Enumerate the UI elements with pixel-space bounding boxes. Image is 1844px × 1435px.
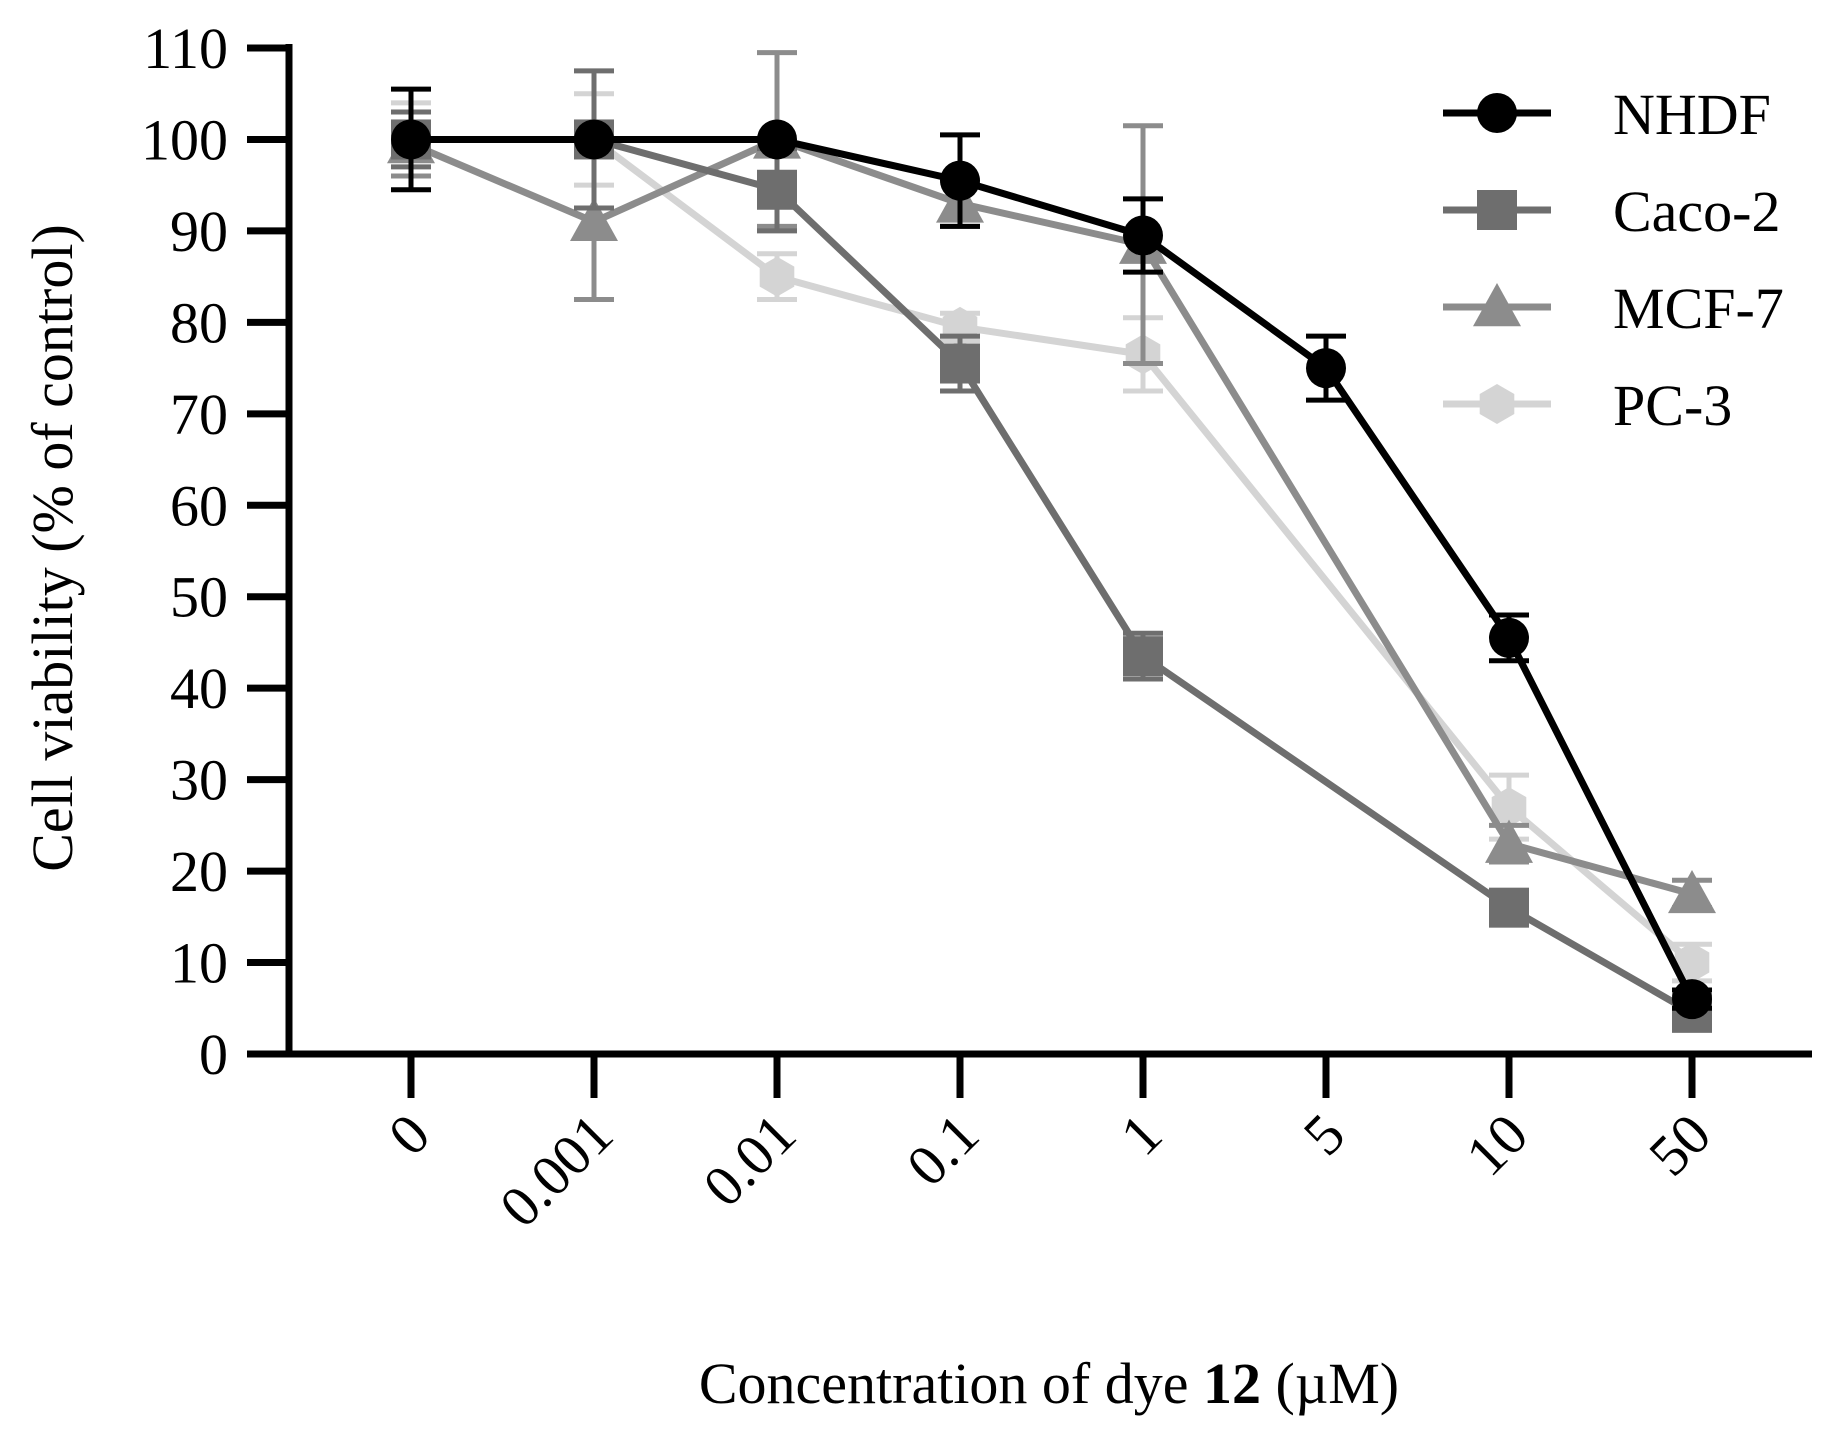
series-mcf-7 bbox=[387, 50, 1716, 914]
legend-label-nhdf: NHDF bbox=[1613, 82, 1771, 147]
y-tick-label-10: 10 bbox=[170, 931, 228, 996]
y-tick-label-0: 0 bbox=[199, 1022, 228, 1087]
legend-item-pc-3: PC-3 bbox=[1443, 373, 1732, 438]
point-caco-2-10 bbox=[1489, 887, 1529, 928]
x-tick-label-50: 50 bbox=[1636, 1101, 1723, 1188]
x-tick-label-0: 0 bbox=[376, 1101, 442, 1167]
legend-label-mcf-7: MCF-7 bbox=[1613, 276, 1784, 341]
point-nhdf-0 bbox=[391, 119, 431, 160]
point-nhdf-10 bbox=[1489, 617, 1529, 658]
y-tick-label-20: 20 bbox=[170, 839, 228, 904]
legend-marker-nhdf bbox=[1477, 93, 1517, 133]
y-tick-label-40: 40 bbox=[170, 656, 228, 721]
point-caco-2-0-01 bbox=[757, 169, 797, 210]
y-tick-label-70: 70 bbox=[170, 382, 228, 447]
y-axis-title: Cell viability (% of control) bbox=[20, 224, 85, 872]
series-nhdf bbox=[391, 86, 1712, 1020]
point-caco-2-0-1 bbox=[940, 343, 980, 384]
series-layer bbox=[387, 50, 1716, 1033]
y-tick-label-50: 50 bbox=[170, 565, 228, 630]
y-tick-label-30: 30 bbox=[170, 748, 228, 813]
y-tick-label-80: 80 bbox=[170, 290, 228, 355]
legend-label-caco-2: Caco-2 bbox=[1613, 179, 1781, 244]
point-nhdf-0-001 bbox=[574, 119, 614, 160]
x-tick-label-0-001: 0.001 bbox=[487, 1101, 625, 1239]
y-ticks: 0 10 20 30 40 50 60 70 80 90 100 110 bbox=[141, 16, 289, 1087]
point-mcf-7-10 bbox=[1485, 819, 1533, 863]
x-tick-label-1: 1 bbox=[1108, 1101, 1174, 1167]
x-axis-title-prefix: Concentration of dye bbox=[699, 1351, 1203, 1416]
y-tick-label-90: 90 bbox=[170, 199, 228, 264]
x-tick-label-10: 10 bbox=[1453, 1101, 1540, 1188]
point-caco-2-1 bbox=[1123, 636, 1163, 677]
point-nhdf-1 bbox=[1123, 215, 1163, 256]
point-mcf-7-50 bbox=[1668, 869, 1716, 914]
x-axis-title-unit: (µM) bbox=[1261, 1351, 1399, 1416]
axes bbox=[285, 44, 1812, 1058]
y-tick-label-60: 60 bbox=[170, 473, 228, 538]
legend: NHDF Caco-2 MCF-7 PC-3 bbox=[1443, 82, 1784, 438]
series-line-mcf-7 bbox=[409, 135, 1693, 898]
point-nhdf-0-01 bbox=[757, 119, 797, 160]
legend-marker-pc-3 bbox=[1479, 384, 1515, 424]
point-nhdf-0-1 bbox=[940, 160, 980, 201]
legend-label-pc-3: PC-3 bbox=[1613, 373, 1732, 438]
legend-item-mcf-7: MCF-7 bbox=[1443, 276, 1784, 341]
legend-marker-mcf-7 bbox=[1473, 283, 1521, 327]
legend-marker-caco-2 bbox=[1477, 190, 1517, 230]
x-axis-title-compound: 12 bbox=[1203, 1351, 1261, 1416]
legend-item-nhdf: NHDF bbox=[1443, 82, 1771, 147]
x-axis-title: Concentration of dye 12 (µM) bbox=[699, 1351, 1399, 1416]
point-pc-3-0-01 bbox=[759, 256, 795, 297]
x-tick-label-0-1: 0.1 bbox=[894, 1101, 991, 1198]
y-tick-label-100: 100 bbox=[141, 107, 228, 172]
point-pc-3-10 bbox=[1491, 787, 1527, 828]
y-tick-label-110: 110 bbox=[143, 16, 228, 81]
x-tick-label-0-01: 0.01 bbox=[690, 1101, 808, 1219]
point-pc-3-50 bbox=[1674, 942, 1710, 983]
legend-item-caco-2: Caco-2 bbox=[1443, 179, 1781, 244]
point-nhdf-50 bbox=[1672, 979, 1712, 1020]
series-line-nhdf bbox=[411, 135, 1696, 1001]
point-mcf-7-0-001 bbox=[570, 197, 618, 241]
x-tick-label-5: 5 bbox=[1291, 1101, 1357, 1167]
x-ticks: 0 0.001 0.01 0.1 1 5 10 50 bbox=[376, 1054, 1723, 1239]
point-nhdf-5 bbox=[1306, 348, 1346, 389]
series-line-caco-2 bbox=[411, 135, 1694, 1016]
